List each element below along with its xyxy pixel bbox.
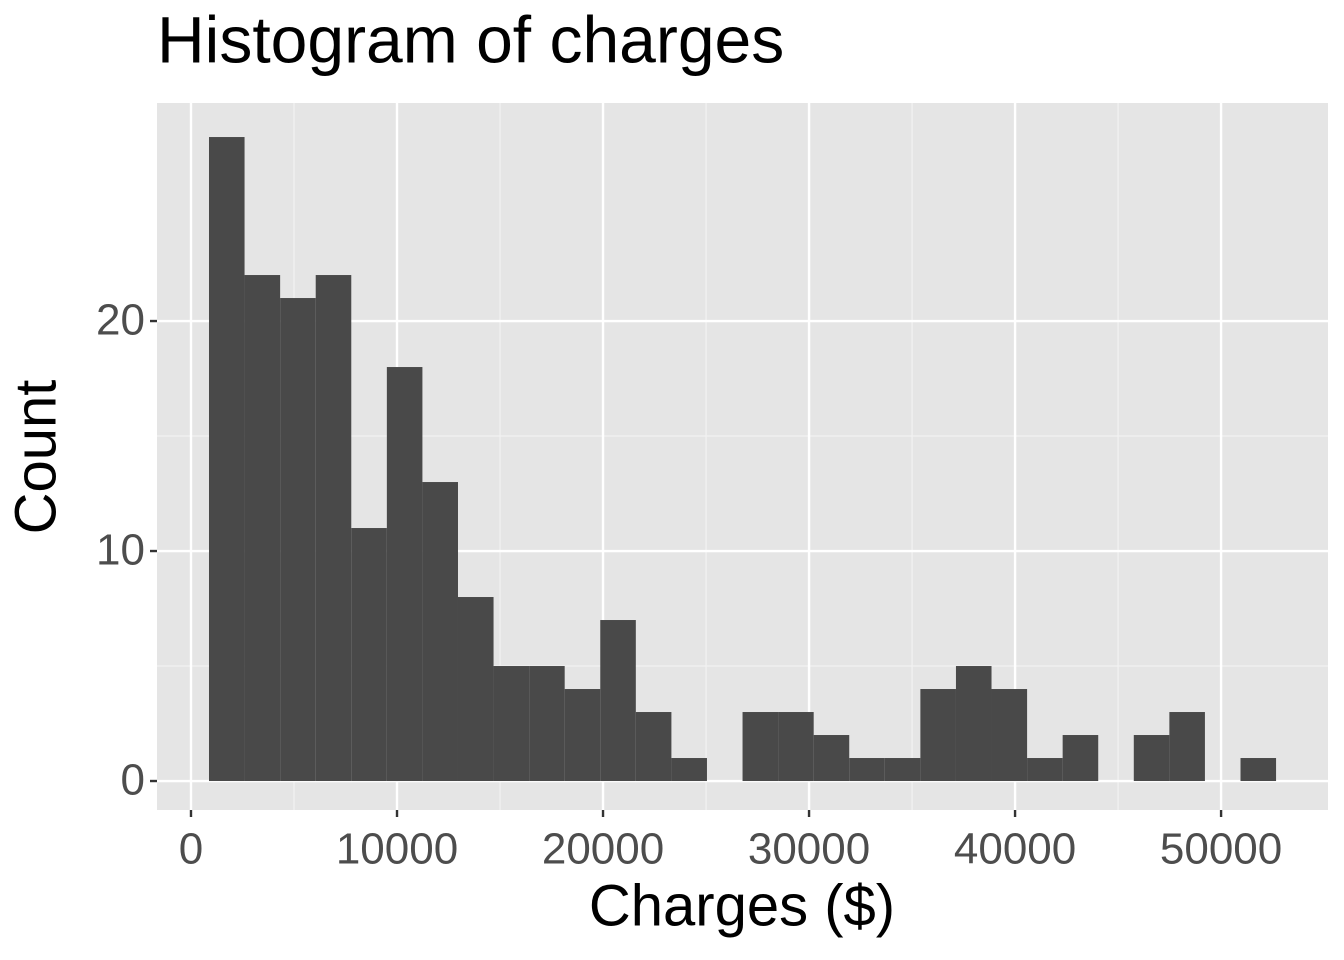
bar bbox=[244, 275, 281, 782]
x-tick-label: 0 bbox=[179, 825, 203, 874]
bar bbox=[422, 482, 458, 782]
bar bbox=[493, 666, 530, 782]
bar bbox=[564, 689, 601, 782]
x-axis-label: Charges ($) bbox=[589, 873, 895, 938]
bar bbox=[529, 666, 565, 782]
y-tick-label: 10 bbox=[96, 526, 145, 575]
bar bbox=[351, 528, 387, 782]
x-tick-label: 20000 bbox=[542, 825, 664, 874]
x-tick-label: 50000 bbox=[1160, 825, 1282, 874]
y-axis-label: Count bbox=[3, 380, 68, 535]
bar bbox=[600, 620, 636, 782]
bar bbox=[208, 137, 245, 782]
y-tick-label: 20 bbox=[96, 296, 145, 345]
bar bbox=[1027, 758, 1063, 782]
chart-title: Histogram of charges bbox=[157, 2, 784, 76]
bar bbox=[1133, 735, 1170, 782]
bar bbox=[386, 367, 423, 782]
bar bbox=[742, 712, 779, 782]
bar bbox=[1240, 758, 1277, 782]
bar bbox=[635, 712, 672, 782]
bar bbox=[920, 689, 956, 782]
bar bbox=[671, 758, 707, 782]
bar bbox=[1169, 712, 1205, 782]
bar bbox=[778, 712, 814, 782]
x-tick-label: 10000 bbox=[336, 825, 458, 874]
bar bbox=[813, 735, 850, 782]
bar bbox=[849, 758, 885, 782]
x-tick-label: 30000 bbox=[748, 825, 870, 874]
bar bbox=[457, 597, 494, 782]
bar bbox=[315, 275, 352, 782]
bar bbox=[991, 689, 1028, 782]
y-tick-label: 0 bbox=[121, 756, 145, 805]
bar bbox=[1062, 735, 1099, 782]
bar bbox=[955, 666, 992, 782]
x-tick-label: 40000 bbox=[954, 825, 1076, 874]
bar bbox=[884, 758, 921, 782]
bar bbox=[280, 298, 316, 782]
